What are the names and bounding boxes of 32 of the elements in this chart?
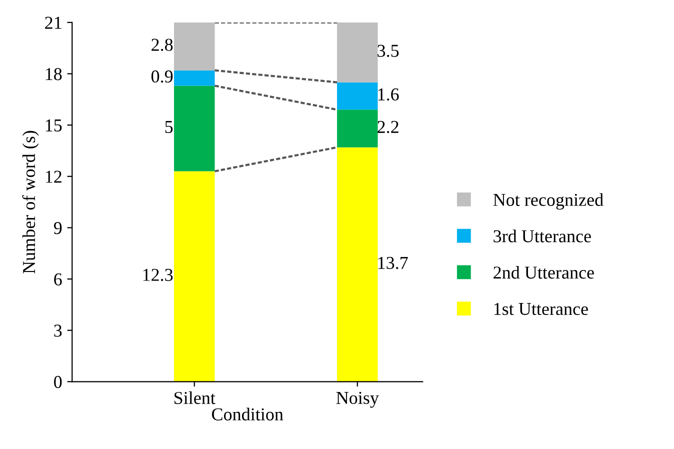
data-label: 2.2: [378, 120, 398, 134]
bar: [174, 171, 215, 382]
bar: [337, 22, 378, 82]
y-tick-label: 9: [54, 222, 62, 234]
y-tick-label: 3: [54, 324, 62, 337]
y-tick-label: 15: [46, 119, 62, 132]
legend-label: 2nd Utterance: [494, 266, 594, 279]
x-tick-label: Silent: [174, 391, 216, 404]
y-tick-label: 18: [46, 68, 62, 80]
bar: [337, 110, 378, 148]
y-tick-label: 6: [54, 273, 62, 286]
y-axis-title: Number of word (s): [22, 130, 39, 274]
data-label: 13.7: [378, 256, 408, 270]
data-label: 2.8: [152, 38, 173, 51]
y-tick-label: 0: [54, 376, 62, 388]
x-axis-title: Condition: [212, 408, 284, 420]
x-tick-label: Noisy: [336, 392, 379, 408]
legend-label: 1st Utterance: [494, 302, 588, 316]
bar: [174, 22, 215, 70]
bar: [174, 70, 215, 86]
y-tick-label: 21: [45, 16, 62, 29]
data-label: 3.5: [378, 44, 399, 57]
data-label: 12.3: [143, 268, 173, 282]
data-label: 5: [165, 121, 173, 134]
data-label: 1.6: [378, 88, 399, 101]
bar: [337, 147, 378, 382]
y-tick-label: 12: [46, 170, 62, 183]
legend-label: 3rd Utterance: [494, 230, 591, 242]
bar: [337, 82, 378, 110]
data-label: 0.9: [151, 70, 173, 83]
legend-label: Not recognized: [493, 193, 604, 210]
bar: [174, 86, 215, 172]
